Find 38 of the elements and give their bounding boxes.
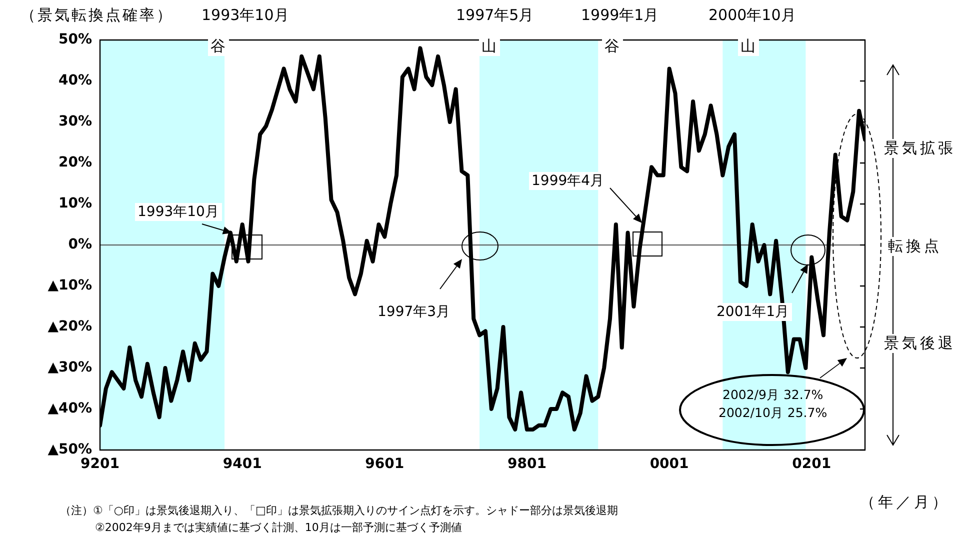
y-tick-label: ▲30% (48, 360, 92, 376)
text: 景気後退 (881, 334, 959, 352)
annotation: 1993年10月 (134, 203, 222, 221)
annotation: 1999年4月 (528, 172, 608, 190)
y-tick-label: ▲50% (48, 442, 92, 458)
annotation: 2001年1月 (714, 303, 792, 321)
x-tick-label: 9201 (80, 456, 120, 472)
annotation: 1997年3月 (378, 304, 450, 320)
y-tick-label: 50% (58, 32, 92, 48)
y-tick-label: ▲10% (48, 278, 92, 294)
y-tick-label: 40% (58, 72, 92, 89)
x-tick-label: 0001 (650, 456, 689, 472)
y-axis-title: （景気転換点確率） (20, 6, 174, 24)
text: 1993年10月 (202, 6, 289, 24)
y-tick-label: 0% (68, 236, 92, 253)
y-tick-label: ▲40% (48, 400, 92, 417)
annotation: 2002/9月 32.7% (722, 386, 824, 402)
x-tick-label: 9401 (222, 456, 262, 472)
text: 1999年1月 (581, 6, 659, 24)
text: 転換点 (885, 236, 945, 256)
annotation: 山 (738, 36, 758, 56)
y-tick-label: 10% (58, 196, 92, 212)
annotation: 谷 (602, 36, 622, 56)
annotation: 2002/10月 25.7% (718, 404, 828, 420)
y-tick-label: 30% (58, 114, 92, 130)
text: ②2002年9月までは実績値に基づく計測、10月は一部予測に基づく予測値 (95, 520, 462, 534)
text: 2000年10月 (708, 6, 796, 24)
annotation: 山 (478, 36, 500, 56)
y-tick-label: ▲20% (48, 318, 92, 335)
annotation: 谷 (208, 36, 228, 56)
x-tick-label: 0201 (792, 456, 832, 472)
x-tick-label: 9601 (365, 456, 404, 472)
text: 景気拡張 (881, 138, 959, 158)
x-tick-label: 9801 (507, 456, 546, 472)
text: 1997年5月 (456, 6, 534, 24)
y-tick-label: 20% (58, 154, 92, 171)
x-axis-title: （年／月） (860, 492, 950, 510)
text: （注）①「○印」は景気後退期入り、「□印」は景気拡張期入りのサイン点灯を示す。シャドー部分は景気後退期 (60, 504, 618, 516)
